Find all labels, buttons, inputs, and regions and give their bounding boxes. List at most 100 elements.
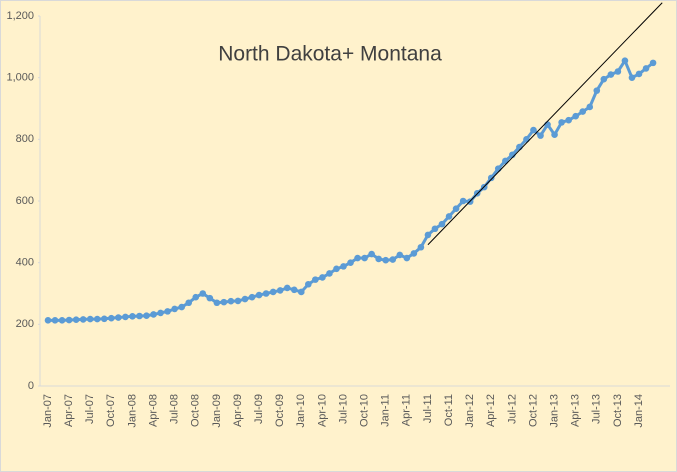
y-tick-label: 0 (28, 380, 34, 392)
point (459, 197, 467, 205)
x-tick-label: Jan-09 (211, 394, 223, 428)
x-tick-label: Oct-10 (359, 394, 371, 427)
point (445, 213, 453, 220)
point (396, 251, 404, 259)
point (368, 250, 375, 258)
point (593, 87, 601, 94)
point (185, 299, 193, 307)
x-tick-label: Jan-10 (295, 394, 307, 428)
point (157, 309, 164, 317)
point (375, 255, 382, 263)
point (93, 315, 101, 323)
point (530, 126, 537, 134)
point (79, 316, 87, 323)
point (523, 136, 530, 143)
point (635, 70, 643, 78)
point (551, 131, 558, 139)
point (262, 290, 270, 297)
point (136, 312, 143, 320)
point (347, 259, 354, 266)
x-tick-label: Jan-11 (380, 394, 392, 427)
point (586, 103, 594, 111)
x-tick-label: Jan-14 (633, 394, 645, 428)
point (122, 313, 129, 321)
point (431, 225, 439, 233)
point (642, 65, 650, 72)
point (44, 317, 52, 324)
x-tick-label: Oct-08 (190, 394, 202, 427)
point (255, 291, 263, 299)
x-tick-label: Jan-12 (464, 394, 476, 428)
point (199, 290, 207, 297)
y-tick-label: 200 (16, 318, 34, 330)
x-tick-label: Jan-07 (42, 394, 54, 428)
point (621, 57, 629, 65)
y-tick-label: 1,200 (6, 10, 34, 22)
point (424, 231, 432, 239)
trendline (427, 2, 663, 246)
point (241, 295, 249, 303)
point (297, 288, 305, 296)
x-tick-label: Oct-12 (527, 394, 539, 427)
point (389, 256, 397, 263)
point (192, 293, 200, 301)
x-tick-label: Oct-07 (105, 394, 117, 427)
point (143, 312, 150, 320)
point (276, 287, 284, 294)
point (452, 205, 460, 213)
point (354, 254, 361, 262)
x-tick-label: Apr-12 (485, 394, 497, 427)
point (86, 315, 94, 323)
x-tick-label: Jul-09 (253, 394, 265, 424)
point (487, 174, 495, 182)
point (283, 284, 291, 292)
point (544, 121, 551, 128)
x-tick-label: Oct-09 (274, 394, 286, 427)
point (565, 116, 572, 124)
point (502, 157, 509, 165)
point (628, 74, 636, 81)
x-tick-label: Jul-12 (506, 394, 518, 424)
x-tick-label: Apr-07 (63, 394, 75, 427)
point (607, 71, 615, 78)
point (361, 254, 368, 262)
point (248, 293, 256, 301)
point (65, 316, 73, 324)
point (108, 314, 115, 322)
point (269, 288, 277, 296)
x-tick-label: Jan-13 (548, 394, 560, 428)
y-tick-label: 600 (16, 195, 34, 207)
point (614, 68, 622, 75)
point (58, 317, 66, 324)
point (417, 243, 425, 251)
point (600, 75, 608, 83)
y-tick-label: 800 (16, 133, 34, 145)
point (579, 108, 587, 115)
point (206, 294, 214, 302)
point (438, 220, 446, 228)
x-tick-label: Apr-11 (401, 394, 413, 426)
x-tick-label: Jul-07 (84, 394, 96, 424)
x-tick-label: Jul-10 (337, 394, 349, 424)
x-tick-label: Jul-13 (591, 394, 603, 424)
point (326, 270, 333, 277)
point (213, 299, 221, 307)
point (150, 311, 157, 318)
point (319, 274, 326, 281)
point (100, 315, 108, 323)
point (340, 263, 347, 270)
point (290, 286, 298, 294)
y-tick-label: 1,000 (6, 72, 34, 84)
point (410, 250, 418, 257)
point (403, 254, 411, 262)
point (51, 317, 59, 324)
point (129, 313, 136, 320)
x-tick-label: Jul-11 (422, 394, 434, 423)
point (382, 256, 390, 264)
point (164, 308, 171, 315)
x-tick-label: Apr-08 (147, 394, 159, 427)
point (171, 305, 178, 313)
point (649, 59, 657, 67)
